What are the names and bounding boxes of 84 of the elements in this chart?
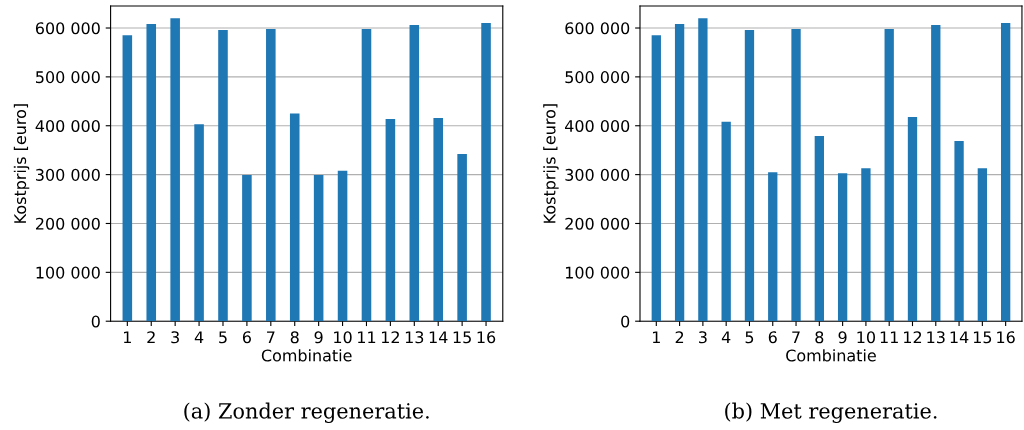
x-tick-label: 9 xyxy=(314,331,323,344)
bar xyxy=(674,24,685,322)
bar xyxy=(744,29,755,322)
x-tick-label: 12 xyxy=(381,331,399,344)
x-tick-label: 2 xyxy=(147,331,155,344)
bar xyxy=(337,170,348,322)
x-tick-label: 4 xyxy=(721,331,731,344)
bar xyxy=(194,124,204,322)
bar xyxy=(122,35,133,322)
bar xyxy=(814,136,824,322)
bar xyxy=(768,172,778,322)
x-tick-label: 5 xyxy=(219,331,227,344)
bar xyxy=(954,140,964,322)
x-tick-label: 16 xyxy=(477,331,496,344)
y-tick-label: 200 000 xyxy=(35,217,100,230)
bar xyxy=(1000,23,1011,322)
x-tick-label: 15 xyxy=(453,331,471,344)
x-tick-label: 16 xyxy=(997,331,1015,344)
bar xyxy=(481,23,491,322)
x-tick-label: 1 xyxy=(652,331,660,344)
x-tick-label: 5 xyxy=(745,331,754,344)
x-tick-label: 6 xyxy=(768,331,777,344)
x-tick-label: 3 xyxy=(171,331,179,344)
x-tick-label: 3 xyxy=(699,331,707,344)
bar xyxy=(721,121,731,322)
x-tick-label: 11 xyxy=(880,331,898,344)
y-tick-label: 100 000 xyxy=(36,266,100,279)
y-tick-label: 500 000 xyxy=(565,71,630,84)
bar xyxy=(385,118,396,322)
x-tick-label: 10 xyxy=(334,331,352,344)
x-tick-label: 8 xyxy=(290,331,299,344)
x-tick-label: 2 xyxy=(675,331,684,344)
y-tick-label: 0 xyxy=(91,315,100,328)
x-tick-label: 15 xyxy=(973,331,992,344)
bar xyxy=(409,25,420,322)
x-tick-label: 6 xyxy=(242,331,251,344)
y-axis-title: Kostprijs [euro] xyxy=(543,104,559,223)
bar xyxy=(242,175,252,322)
bar xyxy=(361,28,372,322)
y-tick-label: 0 xyxy=(621,315,630,328)
bar xyxy=(218,29,228,322)
y-tick-label: 300 000 xyxy=(36,168,100,181)
bar xyxy=(146,24,157,322)
x-tick-label: 7 xyxy=(267,331,275,344)
x-tick-label: 13 xyxy=(927,331,945,344)
bar xyxy=(698,18,708,322)
x-tick-label: 12 xyxy=(904,331,922,344)
x-tick-label: 13 xyxy=(405,331,424,344)
x-axis-title: Combinatie xyxy=(261,349,352,362)
bar xyxy=(289,113,300,322)
x-tick-label: 1 xyxy=(124,331,131,344)
bar xyxy=(313,175,324,322)
text: (b) Met regeneratie. xyxy=(725,402,937,424)
bar xyxy=(791,28,801,322)
bar xyxy=(884,28,894,322)
bar xyxy=(266,28,276,322)
y-tick-label: 600 000 xyxy=(35,22,100,35)
y-tick-label: 200 000 xyxy=(565,217,630,230)
y-tick-label: 100 000 xyxy=(565,266,630,279)
x-tick-label: 10 xyxy=(857,331,876,344)
x-tick-label: 14 xyxy=(950,331,969,344)
bar xyxy=(837,173,848,322)
y-tick-label: 500 000 xyxy=(36,71,100,84)
x-tick-label: 14 xyxy=(429,331,448,344)
y-tick-label: 400 000 xyxy=(35,119,100,133)
y-tick-label: 600 000 xyxy=(565,22,630,35)
x-axis-title: Combinatie xyxy=(786,349,876,362)
x-tick-label: 9 xyxy=(838,331,847,344)
bar xyxy=(931,25,941,322)
x-tick-label: 11 xyxy=(358,331,376,344)
x-tick-label: 8 xyxy=(815,331,824,344)
bar xyxy=(457,154,467,322)
bar xyxy=(433,117,443,322)
y-axis-title: Kostprijs [euro] xyxy=(13,104,30,223)
bar xyxy=(651,35,661,322)
bar xyxy=(977,168,988,322)
x-tick-label: 4 xyxy=(194,331,204,344)
y-tick-label: 300 000 xyxy=(565,168,630,181)
text: (a) Zonder regeneratie. xyxy=(184,402,429,424)
bar xyxy=(861,168,871,322)
x-tick-label: 7 xyxy=(792,331,800,344)
y-tick-label: 400 000 xyxy=(565,119,630,133)
bar xyxy=(170,18,180,322)
bar xyxy=(907,116,918,322)
